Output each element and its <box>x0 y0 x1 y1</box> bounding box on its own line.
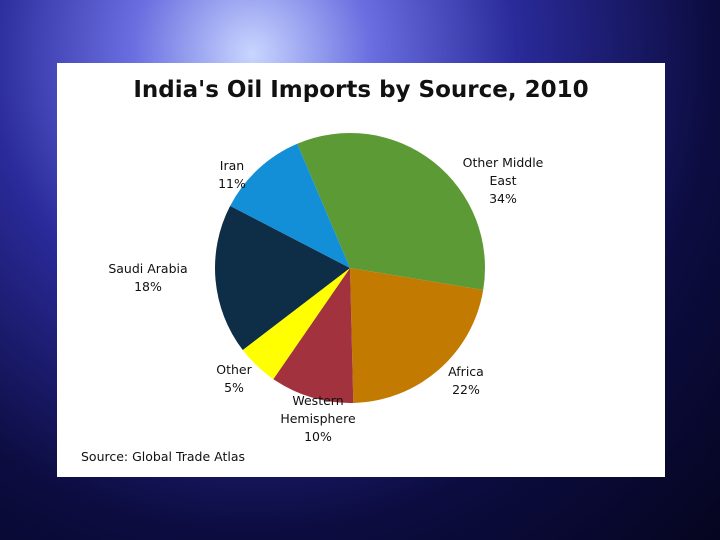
pie-slice <box>350 268 484 403</box>
category-label: Iran <box>219 158 245 173</box>
value-label: 11% <box>218 176 246 191</box>
slice-label: Saudi Arabia 18% <box>98 260 198 296</box>
pie-chart <box>215 133 485 403</box>
value-label: 22% <box>452 382 480 397</box>
pie-slice <box>215 205 350 350</box>
value-label: 10% <box>304 429 332 444</box>
chart-panel: India's Oil Imports by Source, 2010 Sour… <box>57 63 665 477</box>
pie-slice <box>242 268 350 380</box>
slice-label: Western Hemisphere 10% <box>273 392 363 446</box>
value-label: 5% <box>224 380 244 395</box>
source-note: Source: Global Trade Atlas <box>81 449 246 464</box>
pie-slice <box>230 143 350 268</box>
slice-label: Other 5% <box>204 361 264 397</box>
value-label: 18% <box>134 279 162 294</box>
slice-label: Iran 11% <box>202 157 262 193</box>
category-label: Other <box>216 362 252 377</box>
pie-slice <box>297 133 485 291</box>
slice-label: Other Middle East 34% <box>448 154 558 208</box>
pie-slice <box>273 268 354 403</box>
category-label: Western Hemisphere <box>280 393 356 426</box>
slice-label: Africa 22% <box>426 363 506 399</box>
category-label: Saudi Arabia <box>108 261 188 276</box>
value-label: 34% <box>489 191 517 206</box>
chart-title: India's Oil Imports by Source, 2010 <box>133 77 589 103</box>
category-label: Africa <box>448 364 484 379</box>
category-label: Other Middle East <box>462 155 544 188</box>
